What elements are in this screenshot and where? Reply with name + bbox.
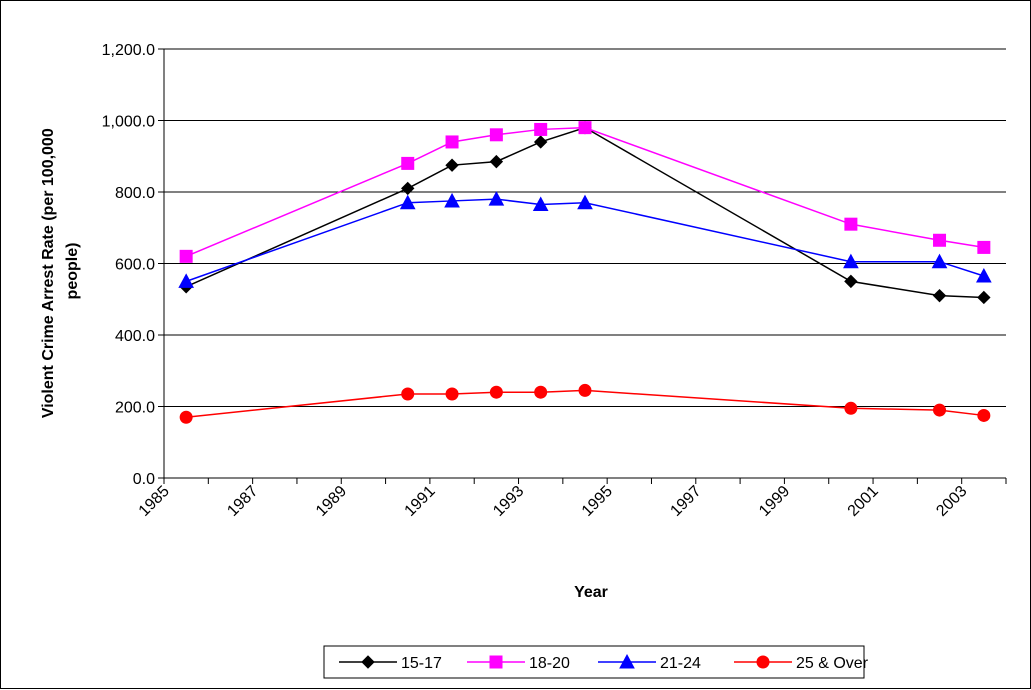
data-point (489, 154, 504, 169)
y-axis-title: Violent Crime Arrest Rate (per 100,000 p… (40, 124, 81, 418)
y-tick-label: 800.0 (115, 185, 155, 202)
legend-items: 15-17 18-20 21-24 25 & Over (339, 653, 869, 672)
data-point (488, 191, 505, 206)
y-tick-label: 1,000.0 (102, 114, 155, 131)
data-point (577, 194, 593, 210)
legend-label: 21-24 (660, 655, 701, 672)
data-point (843, 253, 859, 269)
y-tick-label: 1,200.0 (102, 42, 155, 59)
data-point (399, 194, 416, 210)
gridlines (164, 48, 1006, 407)
data-point (578, 121, 592, 135)
data-point (489, 385, 503, 399)
data-point (445, 158, 459, 172)
data-point (532, 196, 549, 212)
y-tick-label: 600.0 (115, 257, 155, 274)
x-tick-label: 1999 (756, 483, 793, 520)
legend-item: 25 & Over (734, 655, 869, 672)
data-point (444, 192, 460, 208)
x-tick-label: 2001 (845, 483, 882, 520)
data-point (178, 273, 194, 288)
data-point (489, 128, 503, 142)
data-point (533, 135, 548, 149)
data-point (844, 401, 858, 415)
x-tick-label: 1993 (490, 483, 527, 520)
legend-marker (489, 655, 503, 669)
y-tick-label: 200.0 (115, 400, 155, 417)
legend-marker (619, 653, 635, 669)
data-point (401, 387, 415, 401)
series-25-over (179, 383, 991, 424)
data-point (844, 274, 858, 289)
legend-marker (756, 655, 770, 669)
legend: 15-17 18-20 21-24 25 & Over (323, 645, 869, 679)
x-axis-ticks: 1985 1987 1989 1991 1993 1995 1997 1999 2001 2003 (136, 478, 1007, 520)
x-tick-label: 1995 (579, 483, 616, 520)
x-tick-label: 1987 (224, 483, 261, 520)
y-tick-label: 0.0 (133, 471, 155, 488)
legend-item: 21-24 (598, 653, 701, 672)
data-point (578, 383, 592, 397)
series-line (185, 126, 984, 299)
series-lines (178, 120, 992, 424)
data-point (931, 253, 948, 269)
data-point (179, 249, 193, 263)
legend-label: 25 & Over (796, 655, 869, 672)
y-tick-label: 400.0 (115, 328, 155, 345)
series-18-20 (179, 121, 991, 263)
data-point (445, 387, 459, 401)
data-point (976, 267, 992, 283)
data-point (933, 233, 947, 247)
legend-label: 18-20 (529, 655, 570, 672)
data-point (445, 135, 459, 149)
data-point (401, 156, 415, 170)
x-tick-label: 1991 (402, 483, 439, 520)
legend-label: 15-17 (401, 655, 442, 672)
data-point (844, 217, 858, 231)
x-tick-label: 1997 (667, 483, 704, 520)
x-tick-label: 1985 (136, 483, 173, 520)
data-point (179, 410, 193, 424)
data-point (977, 290, 991, 305)
series-15-17 (179, 120, 991, 305)
data-point (977, 240, 991, 254)
data-point (933, 403, 947, 417)
x-tick-label: 1989 (313, 483, 350, 520)
series-line (185, 198, 985, 283)
data-point (932, 288, 947, 303)
x-tick-label: 2003 (933, 483, 970, 520)
y-axis-ticks: 0.0 200.0 400.0 600.0 800.0 1,000.0 1,200.0 (102, 42, 164, 488)
legend-item: 18-20 (467, 655, 570, 672)
legend-marker (361, 655, 375, 669)
data-point (977, 408, 991, 422)
data-point (534, 122, 548, 136)
x-axis-title: Year (574, 584, 608, 601)
data-point (401, 181, 415, 196)
legend-item: 15-17 (339, 655, 442, 672)
data-point (534, 385, 548, 399)
series-21-24 (178, 191, 992, 288)
